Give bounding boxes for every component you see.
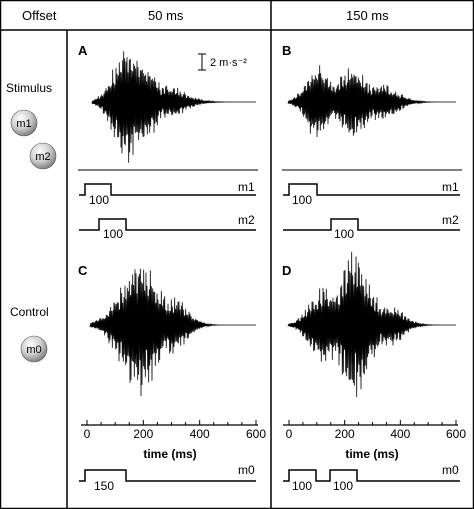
column-header-50ms: 50 ms [148,8,184,23]
timeline-a-m2-label: m2 [238,213,255,227]
m0-sphere-label: m0 [26,344,41,356]
tick-label: 400 [190,427,210,441]
tick-label: 600 [246,427,266,441]
panel-b-label: B [282,43,291,58]
timeline-b-m1 [283,183,460,196]
panel-c-label: C [78,263,88,278]
m1-sphere-label: m1 [16,118,31,130]
waveform-d [287,251,456,398]
timeline-c-m0 [79,469,256,482]
timeline-b-m1-duration: 100 [292,193,312,207]
timeline-a-m2-duration: 100 [103,227,123,241]
m0-sphere-icon [20,335,48,363]
waveform-b [287,65,456,138]
stimulus-label: Stimulus [6,81,52,95]
column-header-150ms: 150 ms [346,8,389,23]
x-axis-title-c: time (ms) [143,447,196,461]
tick-label: 200 [335,427,355,441]
tick-label: 0 [84,427,91,441]
offset-label: Offset [22,8,57,23]
tick-label: 400 [390,427,410,441]
timeline-a-m2 [79,218,256,231]
timeline-d-m0 [283,469,460,482]
x-axis-d: 0 200 400 600 [283,420,466,441]
timeline-b-m2-duration: 100 [334,227,354,241]
timeline-c-m0-duration: 150 [94,479,114,493]
waveform-c [89,268,256,397]
x-axis-title-d: time (ms) [345,447,398,461]
panel-a-label: A [78,43,88,58]
m2-sphere-icon [29,142,57,170]
timeline-a-m1-duration: 100 [89,193,109,207]
m2-sphere-label: m2 [35,151,50,163]
tick-label: 0 [286,427,293,441]
timeline-b-m2-label: m2 [442,213,459,227]
timeline-d-m0-label: m0 [442,463,459,477]
timeline-a-m1 [79,183,256,196]
timeline-d-m0-duration-2: 100 [333,479,353,493]
timeline-c-m0-label: m0 [238,463,255,477]
timeline-b-m2 [283,218,460,231]
scale-bar-label: 2 m·s⁻² [210,57,247,69]
tick-label: 600 [446,427,466,441]
timeline-d-m0-duration-1: 100 [292,479,312,493]
tick-label: 200 [133,427,153,441]
control-label: Control [10,305,49,319]
waveform-a [91,51,256,163]
m1-sphere-icon [10,109,38,137]
timeline-b-m1-label: m1 [442,180,459,194]
x-axis-c: 0 200 400 600 [81,420,266,441]
timeline-a-m1-label: m1 [238,180,255,194]
panel-d-label: D [282,263,291,278]
